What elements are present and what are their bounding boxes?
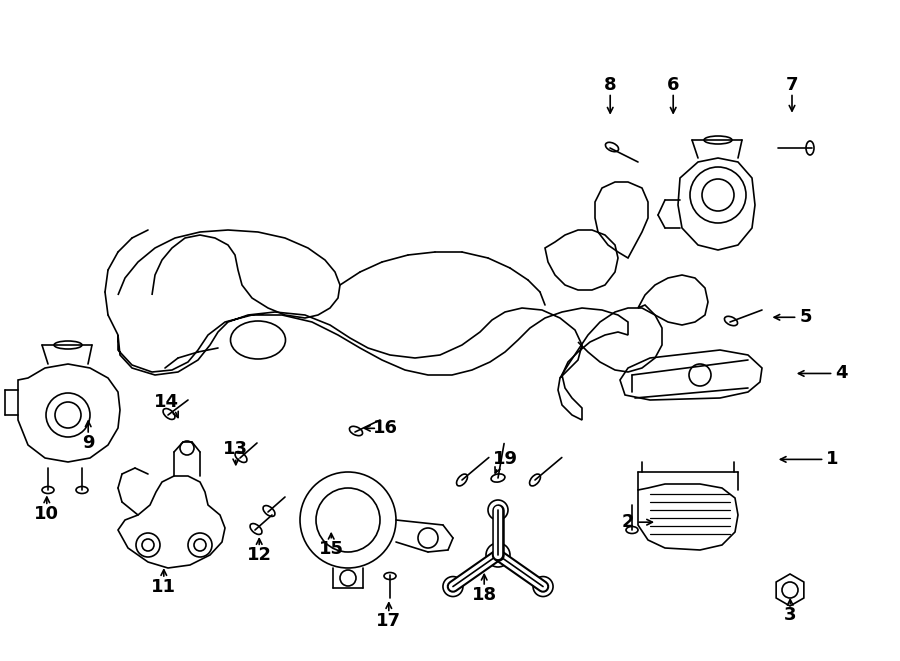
Circle shape <box>486 543 510 567</box>
Circle shape <box>443 576 463 596</box>
Text: 3: 3 <box>784 605 796 624</box>
Text: 11: 11 <box>151 578 176 596</box>
Text: 9: 9 <box>82 434 94 452</box>
Text: 6: 6 <box>667 75 680 94</box>
Text: 12: 12 <box>247 546 272 564</box>
Text: 14: 14 <box>154 393 179 411</box>
Text: 7: 7 <box>786 75 798 94</box>
Text: 4: 4 <box>835 364 848 383</box>
Text: 5: 5 <box>799 308 812 327</box>
Text: 15: 15 <box>319 539 344 558</box>
Text: 18: 18 <box>472 586 497 604</box>
Text: 8: 8 <box>604 75 617 94</box>
Text: 17: 17 <box>376 612 401 631</box>
Circle shape <box>488 500 508 520</box>
Text: 1: 1 <box>826 450 839 469</box>
Text: 19: 19 <box>493 450 518 469</box>
Circle shape <box>533 576 554 596</box>
Text: 16: 16 <box>373 419 398 438</box>
Text: 10: 10 <box>34 505 59 524</box>
Text: 2: 2 <box>622 513 634 531</box>
Text: 13: 13 <box>223 440 248 459</box>
